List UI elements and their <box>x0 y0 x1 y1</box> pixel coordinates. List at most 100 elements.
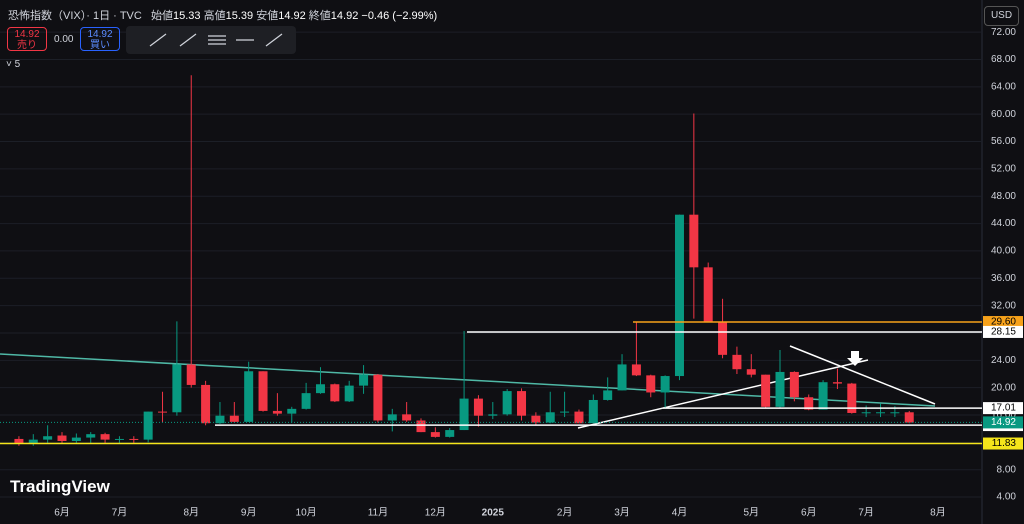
indicator-count: 5 <box>14 59 21 70</box>
candle-body <box>861 412 871 414</box>
candle-body <box>574 411 584 424</box>
candle-body <box>143 411 153 440</box>
spread: 0.00 <box>54 34 74 45</box>
level-label: 11.83 <box>992 438 1017 449</box>
y-tick-label: 32.00 <box>991 300 1016 311</box>
x-tick-label: 12月 <box>425 507 446 519</box>
candle-body <box>761 374 771 407</box>
candle-body <box>746 369 756 375</box>
value: 14.92 <box>278 10 306 22</box>
level-badge <box>983 402 1023 415</box>
candle-body <box>818 382 828 410</box>
label: 始値 <box>151 10 174 22</box>
y-tick-label: 52.00 <box>991 164 1016 175</box>
candle-body <box>646 375 656 393</box>
candle-body <box>617 364 627 391</box>
candle-body <box>804 397 814 410</box>
arrow-marker <box>847 351 863 366</box>
candle-body <box>732 354 742 370</box>
candle-body <box>14 438 24 444</box>
candle-body <box>789 371 799 398</box>
value: 15.39 <box>225 10 254 22</box>
y-tick-label: 4.00 <box>997 492 1017 503</box>
candle-body <box>86 434 96 438</box>
candle-body <box>28 439 38 444</box>
candle-body <box>402 414 412 421</box>
candle-body <box>631 364 641 376</box>
symbol-header: 恐怖指数（VIX）· 1日 · TVC 始値15.33 高値15.39 安値14… <box>8 7 437 23</box>
candle-body <box>287 408 297 414</box>
candle-body <box>517 391 527 416</box>
level-label: 28.15 <box>991 327 1016 338</box>
candle-body <box>129 438 139 440</box>
x-tick-label: 4月 <box>672 507 688 519</box>
x-tick-label: 9月 <box>241 507 257 519</box>
x-tick-label: 11月 <box>368 507 388 519</box>
candle-body <box>258 371 268 411</box>
y-tick-label: 40.00 <box>991 246 1016 257</box>
candle-body <box>689 214 699 268</box>
currency-select[interactable]: USD <box>984 6 1019 26</box>
sell-button[interactable]: 14.92 売り <box>7 27 47 51</box>
y-tick-label: 72.00 <box>991 27 1016 38</box>
candle-body <box>416 420 426 433</box>
label: 高値 <box>203 10 226 22</box>
candle-body <box>560 411 570 413</box>
label: 買い <box>90 40 110 51</box>
candle-body <box>229 415 239 422</box>
candle-body <box>158 411 168 413</box>
candle-body <box>57 435 67 441</box>
indicator-toggle[interactable]: ˅ 5 <box>6 59 21 70</box>
change: −0.46 (−2.99%) <box>361 10 438 22</box>
x-tick-label: 10月 <box>296 507 317 519</box>
candle-body <box>244 371 254 422</box>
candle-body <box>473 398 483 416</box>
candle-body <box>545 412 555 423</box>
candle-body <box>718 322 728 355</box>
candle-body <box>201 384 211 424</box>
x-tick-label: 7月 <box>858 507 874 519</box>
level-badge <box>983 316 1023 329</box>
candle-body <box>775 371 785 407</box>
buy-button[interactable]: 14.92 買い <box>80 27 120 51</box>
y-tick-label: 48.00 <box>991 191 1016 202</box>
candle-body <box>301 393 311 409</box>
candle-body <box>890 412 900 414</box>
last-price-badge <box>983 416 1023 429</box>
level-label: 17.01 <box>991 403 1016 414</box>
candle-body <box>459 398 469 431</box>
candle-body <box>373 374 383 421</box>
candle-body <box>215 415 225 424</box>
y-tick-label: 24.00 <box>991 355 1016 366</box>
price: 14.92 <box>14 29 40 40</box>
candle-body <box>904 412 914 423</box>
x-tick-label: 5月 <box>743 507 759 519</box>
x-tick-label: 2月 <box>557 507 573 519</box>
candle-body <box>186 364 196 385</box>
candle-body <box>660 376 670 393</box>
x-tick-label: 2025 <box>482 508 505 519</box>
y-tick-label: 68.00 <box>991 54 1016 65</box>
candle-body <box>832 382 842 384</box>
level-badge <box>983 437 1023 450</box>
x-tick-label: 8月 <box>183 507 199 519</box>
y-tick-label: 20.00 <box>991 382 1016 393</box>
drawing-toolbar[interactable] <box>126 26 296 54</box>
y-tick-label: 44.00 <box>991 218 1016 229</box>
candle-body <box>603 390 613 400</box>
y-tick-label: 64.00 <box>991 81 1016 92</box>
candle-body <box>359 374 369 386</box>
tool-icons <box>149 33 283 47</box>
symbol-title: 恐怖指数（VIX）· 1日 · TVC <box>8 10 142 22</box>
resistance-line <box>789 345 936 405</box>
candle-body <box>445 430 455 437</box>
brand-logo: TradingView <box>10 477 110 496</box>
level-badge <box>983 325 1023 338</box>
price: 14.92 <box>87 29 113 40</box>
label: 安値 <box>256 10 279 22</box>
candle-body <box>114 438 124 440</box>
x-tick-label: 8月 <box>930 507 946 519</box>
candle-body <box>330 384 340 402</box>
candle-body <box>502 391 512 415</box>
candle-body <box>387 414 397 421</box>
